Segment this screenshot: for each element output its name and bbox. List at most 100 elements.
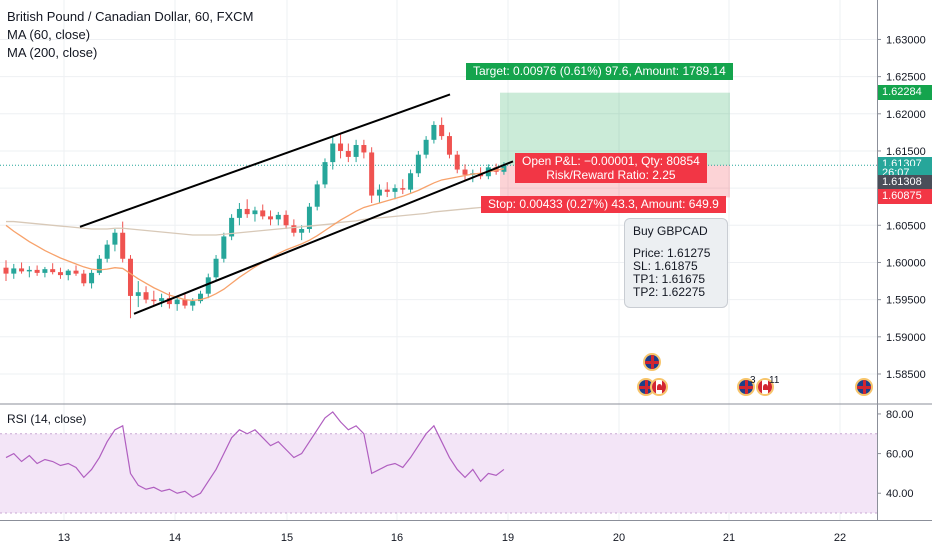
time-tick-label: 16 (391, 532, 403, 544)
price-badge: 1.60875 (878, 189, 932, 205)
candle-body (57, 272, 63, 276)
price-badge: 1.61308 (878, 175, 932, 191)
event-count: 3 (750, 375, 756, 386)
candle-body (221, 236, 227, 259)
candle-body (322, 162, 328, 185)
candle-body (431, 124, 437, 140)
symbol-title[interactable]: British Pound / Canadian Dollar, 60, FXC… (7, 9, 254, 24)
note-line: TP1: 1.61675 (633, 272, 706, 286)
candle-body (314, 184, 320, 207)
channel-upper-line (79, 93, 451, 228)
time-tick-label: 21 (723, 532, 735, 544)
candle-body (361, 145, 367, 153)
candle-body (330, 143, 336, 163)
candle-body (81, 273, 87, 284)
candle-body (151, 299, 157, 302)
candle-body (384, 189, 390, 192)
candle-body (306, 206, 312, 230)
uk-flag-icon[interactable] (643, 353, 661, 371)
candle-body (299, 229, 305, 233)
candle-body (182, 299, 188, 306)
trend-channel[interactable] (79, 93, 514, 315)
time-tick-label: 15 (281, 532, 293, 544)
price-tick-label: 1.58500 (886, 369, 926, 381)
note-line: TP2: 1.62275 (633, 285, 706, 299)
candle-body (260, 210, 266, 217)
candle-body (26, 269, 32, 272)
candle-body (446, 136, 452, 155)
candle-body (493, 167, 499, 172)
candle-body (275, 214, 281, 220)
moving-averages (5, 168, 505, 302)
candle-body (369, 152, 375, 196)
candle-body (423, 139, 429, 155)
trade-note[interactable]: Buy GBPCAD Price: 1.61275 SL: 1.61875 TP… (624, 218, 728, 308)
candle-body (73, 270, 79, 274)
pnl-label[interactable]: Open P&L: −0.00001, Qty: 80854 Risk/Rewa… (515, 153, 707, 183)
ma200-legend[interactable]: MA (200, close) (7, 45, 98, 60)
candle-body (89, 272, 95, 284)
candle-body (213, 258, 219, 278)
ma60-legend[interactable]: MA (60, close) (7, 27, 91, 42)
candle-body (462, 169, 468, 175)
candle-body (104, 244, 110, 259)
candle-body (127, 258, 133, 296)
price-tick-label: 1.62500 (886, 72, 926, 84)
grid-lines (0, 0, 877, 520)
event-count: 11 (769, 375, 780, 386)
candle-body (120, 232, 126, 259)
candle-body (268, 216, 274, 220)
candle-body (454, 154, 460, 170)
canada-flag-icon[interactable] (650, 378, 668, 396)
candle-body (392, 188, 398, 192)
stop-label[interactable]: Stop: 0.00433 (0.27%) 43.3, Amount: 649.… (481, 196, 726, 213)
price-tick-label: 1.60000 (886, 257, 926, 269)
ma60-line (5, 168, 505, 302)
candle-body (501, 165, 507, 172)
price-tick-label: 1.60500 (886, 220, 926, 232)
candle-body (252, 210, 258, 215)
target-label[interactable]: Target: 0.00976 (0.61%) 97.6, Amount: 17… (466, 63, 733, 80)
candle-body (244, 208, 250, 215)
time-tick-label: 22 (834, 532, 846, 544)
candle-body (50, 269, 56, 273)
candle-body (408, 173, 414, 190)
canada-flag-icon[interactable] (756, 378, 774, 396)
rsi-axis[interactable]: 80.00 60.00 40.00 (877, 409, 914, 500)
price-tick-label: 1.61500 (886, 146, 926, 158)
candle-body (291, 225, 297, 233)
candle-body (415, 154, 421, 174)
candle-body (338, 143, 344, 151)
chart-legend: British Pound / Canadian Dollar, 60, FXC… (7, 8, 253, 62)
ma200-line (6, 204, 504, 236)
candle-body (353, 145, 359, 157)
note-title: Buy GBPCAD (633, 224, 708, 238)
candle-body (236, 208, 242, 218)
candle-body (283, 214, 289, 226)
candle-body (42, 269, 48, 273)
rsi-band (0, 433, 877, 514)
candle-body (166, 298, 172, 305)
price-tick-label: 1.59500 (886, 295, 926, 307)
rsi-legend[interactable]: RSI (14, close) (7, 412, 87, 426)
candle-body (11, 268, 17, 274)
time-tick-label: 14 (169, 532, 181, 544)
risk-reward-line: Risk/Reward Ratio: 2.25 (546, 168, 676, 182)
rsi-tick-label: 60.00 (886, 449, 914, 461)
pnl-line: Open P&L: −0.00001, Qty: 80854 (522, 154, 700, 168)
candle-body (345, 150, 351, 157)
candle-body (439, 124, 445, 137)
time-axis[interactable]: 13 14 15 16 19 20 21 22 (58, 532, 846, 544)
time-tick-label: 20 (613, 532, 625, 544)
time-tick-label: 13 (58, 532, 70, 544)
candle-body (205, 277, 211, 294)
uk-flag-icon[interactable] (737, 378, 755, 396)
rsi-tick-label: 40.00 (886, 488, 914, 500)
candle-body (135, 292, 141, 296)
uk-flag-icon[interactable] (855, 378, 873, 396)
candle-body (34, 269, 40, 273)
candle-body (143, 292, 149, 300)
candle-body (400, 188, 406, 190)
time-tick-label: 19 (502, 532, 514, 544)
